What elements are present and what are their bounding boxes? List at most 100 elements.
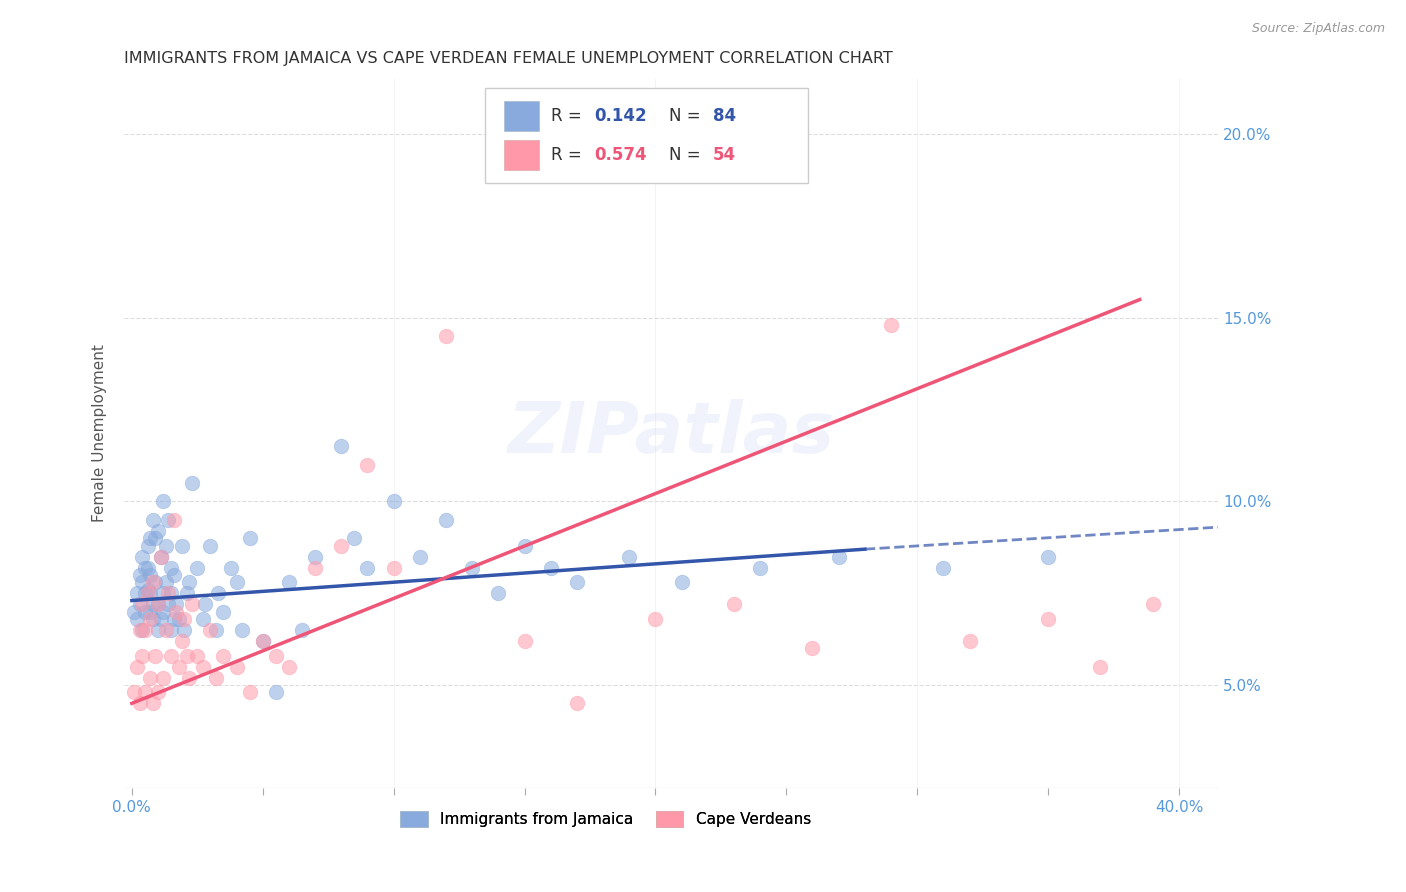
Point — [179, 671, 201, 685]
Point — [127, 612, 149, 626]
Point — [723, 597, 745, 611]
Point — [671, 575, 693, 590]
Point — [152, 605, 174, 619]
Point — [176, 586, 198, 600]
Point — [932, 560, 955, 574]
Point — [644, 612, 666, 626]
Point — [204, 623, 226, 637]
Point — [827, 549, 849, 564]
Point — [167, 659, 190, 673]
Point — [565, 575, 588, 590]
Point — [304, 560, 326, 574]
Point — [149, 612, 172, 626]
Point — [540, 560, 562, 574]
Point — [131, 648, 153, 663]
Point — [139, 612, 162, 626]
Point — [139, 567, 162, 582]
FancyBboxPatch shape — [485, 87, 808, 184]
Point — [565, 696, 588, 710]
Bar — [503, 102, 538, 131]
Point — [231, 623, 253, 637]
Point — [142, 597, 165, 611]
Point — [136, 560, 159, 574]
Point — [146, 597, 169, 611]
Point — [142, 575, 165, 590]
Point — [173, 612, 195, 626]
Point — [134, 685, 156, 699]
Point — [152, 494, 174, 508]
Text: IMMIGRANTS FROM JAMAICA VS CAPE VERDEAN FEMALE UNEMPLOYMENT CORRELATION CHART: IMMIGRANTS FROM JAMAICA VS CAPE VERDEAN … — [124, 51, 893, 66]
Point — [207, 586, 229, 600]
Point — [136, 586, 159, 600]
Point — [157, 597, 180, 611]
Point — [149, 549, 172, 564]
Point — [186, 648, 208, 663]
Point — [127, 586, 149, 600]
Point — [356, 458, 378, 472]
Point — [128, 696, 150, 710]
Point — [356, 560, 378, 574]
Point — [142, 696, 165, 710]
Point — [200, 539, 222, 553]
Point — [131, 549, 153, 564]
Point — [252, 634, 274, 648]
Text: 0.574: 0.574 — [595, 146, 647, 164]
Text: N =: N = — [669, 146, 706, 164]
Point — [176, 648, 198, 663]
Text: R =: R = — [551, 146, 586, 164]
Point — [186, 560, 208, 574]
Point — [152, 586, 174, 600]
Point — [157, 513, 180, 527]
Point — [139, 586, 162, 600]
Point — [139, 605, 162, 619]
Point — [382, 560, 405, 574]
Text: R =: R = — [551, 107, 586, 125]
Point — [131, 597, 153, 611]
Point — [128, 623, 150, 637]
Point — [434, 513, 457, 527]
Point — [1142, 597, 1164, 611]
Point — [152, 671, 174, 685]
Point — [212, 605, 235, 619]
Point — [252, 634, 274, 648]
Text: ZIPatlas: ZIPatlas — [508, 399, 835, 468]
Point — [160, 586, 183, 600]
Point — [194, 597, 217, 611]
Text: Source: ZipAtlas.com: Source: ZipAtlas.com — [1251, 22, 1385, 36]
Point — [167, 612, 190, 626]
Point — [136, 582, 159, 597]
Point — [1036, 612, 1059, 626]
Point — [173, 623, 195, 637]
Point — [749, 560, 772, 574]
Point — [434, 329, 457, 343]
Point — [136, 539, 159, 553]
Point — [128, 597, 150, 611]
Point — [204, 671, 226, 685]
Point — [134, 560, 156, 574]
Point — [160, 623, 183, 637]
Point — [142, 513, 165, 527]
Point — [330, 439, 353, 453]
Point — [134, 605, 156, 619]
Point — [128, 567, 150, 582]
Point — [170, 634, 193, 648]
Point — [149, 549, 172, 564]
Point — [513, 539, 536, 553]
Point — [163, 513, 186, 527]
Point — [145, 648, 167, 663]
Point — [225, 659, 247, 673]
Point — [134, 623, 156, 637]
Point — [163, 612, 186, 626]
Point — [165, 605, 187, 619]
Point — [277, 659, 299, 673]
Bar — [503, 140, 538, 170]
Point — [239, 531, 262, 545]
Point — [343, 531, 366, 545]
Point — [146, 685, 169, 699]
Point — [157, 586, 180, 600]
Point — [239, 685, 262, 699]
Point — [191, 659, 214, 673]
Point — [124, 605, 146, 619]
Point — [513, 634, 536, 648]
Point — [124, 685, 146, 699]
